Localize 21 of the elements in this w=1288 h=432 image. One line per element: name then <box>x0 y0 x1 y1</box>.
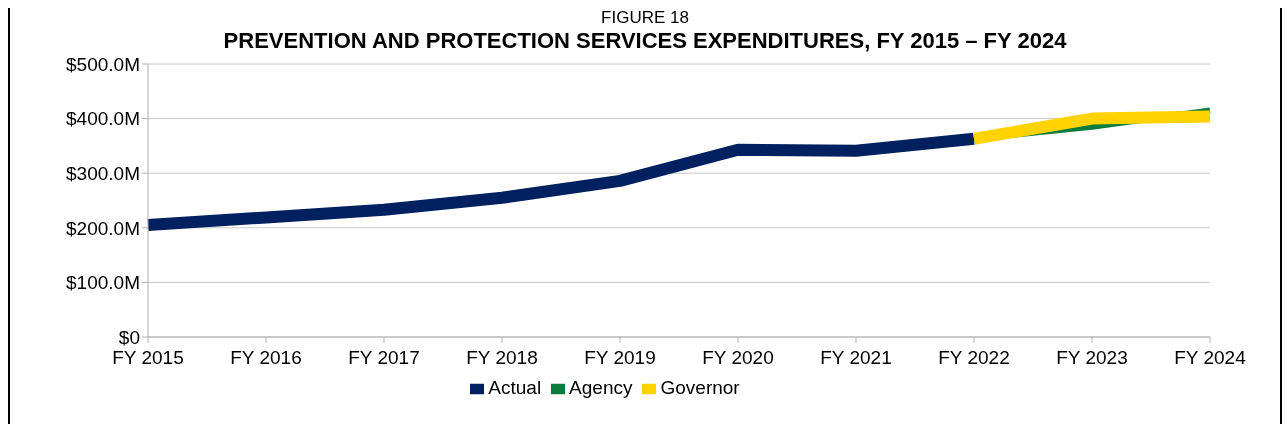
x-tick-label: FY 2019 <box>584 347 656 369</box>
legend-label: Governor <box>660 377 740 398</box>
y-tick-label: $200.0M <box>66 217 140 239</box>
y-tick-label: $0 <box>118 326 140 348</box>
x-tick-label: FY 2016 <box>230 347 302 369</box>
y-tick-label: $100.0M <box>66 272 140 294</box>
x-tick-label: FY 2023 <box>1056 347 1128 369</box>
legend-label: Agency <box>569 377 633 398</box>
x-tick-label: FY 2015 <box>112 347 184 369</box>
x-tick-label: FY 2017 <box>348 347 420 369</box>
chart-subtitle: FIGURE 18 <box>600 8 690 28</box>
x-tick-label: FY 2018 <box>466 347 538 369</box>
x-tick-label: FY 2020 <box>702 347 774 369</box>
x-tick-label: FY 2024 <box>1174 347 1247 369</box>
y-tick-label: $400.0M <box>66 108 140 130</box>
x-tick-label: FY 2022 <box>938 347 1010 369</box>
x-tick-label: FY 2021 <box>820 347 892 369</box>
chart-title: PREVENTION AND PROTECTION SERVICES EXPENDITURES, FY 2015 – FY 2024 <box>222 28 1068 54</box>
legend-label: Actual <box>488 377 542 398</box>
y-tick-label: $500.0M <box>66 53 140 75</box>
y-tick-label: $300.0M <box>66 162 140 184</box>
